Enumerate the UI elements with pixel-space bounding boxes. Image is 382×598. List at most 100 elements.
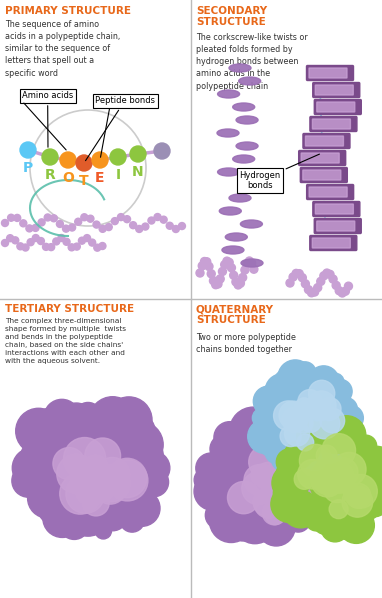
Circle shape — [57, 454, 96, 493]
Circle shape — [311, 288, 319, 296]
Circle shape — [338, 507, 374, 544]
Circle shape — [6, 234, 14, 242]
Circle shape — [329, 420, 361, 452]
Circle shape — [309, 373, 320, 384]
Circle shape — [227, 481, 260, 514]
Circle shape — [308, 366, 339, 396]
Circle shape — [323, 462, 354, 493]
Ellipse shape — [239, 181, 261, 189]
Circle shape — [248, 420, 282, 453]
Circle shape — [32, 224, 39, 231]
FancyBboxPatch shape — [306, 66, 353, 81]
FancyBboxPatch shape — [309, 68, 347, 78]
Circle shape — [294, 482, 336, 524]
Ellipse shape — [213, 430, 317, 530]
Circle shape — [307, 391, 336, 420]
Circle shape — [117, 213, 125, 221]
Circle shape — [334, 398, 358, 421]
Text: The corkscrew-like twists or
pleated folds formed by
hydrogen bonds between
amin: The corkscrew-like twists or pleated fol… — [196, 33, 308, 91]
FancyBboxPatch shape — [313, 202, 360, 216]
Circle shape — [274, 481, 312, 519]
Circle shape — [330, 459, 358, 486]
Circle shape — [98, 501, 128, 531]
Circle shape — [313, 458, 344, 489]
Circle shape — [265, 374, 299, 408]
Circle shape — [94, 472, 126, 504]
Circle shape — [85, 438, 121, 474]
Text: I: I — [115, 168, 121, 182]
Circle shape — [106, 397, 152, 443]
Circle shape — [285, 443, 308, 466]
Circle shape — [285, 433, 321, 469]
Circle shape — [16, 408, 62, 454]
Circle shape — [28, 478, 68, 518]
Circle shape — [332, 453, 366, 486]
Circle shape — [367, 460, 382, 486]
Circle shape — [304, 286, 312, 294]
Circle shape — [198, 262, 206, 270]
Circle shape — [313, 431, 345, 463]
Circle shape — [298, 459, 327, 489]
Ellipse shape — [222, 246, 244, 254]
Circle shape — [107, 460, 148, 501]
Circle shape — [343, 474, 377, 508]
Circle shape — [17, 243, 24, 250]
Circle shape — [42, 149, 58, 165]
Circle shape — [20, 220, 27, 227]
Circle shape — [93, 221, 100, 228]
Ellipse shape — [26, 410, 150, 526]
Circle shape — [259, 402, 272, 416]
Circle shape — [299, 444, 332, 477]
Circle shape — [172, 225, 179, 233]
Circle shape — [243, 260, 251, 268]
Circle shape — [326, 270, 334, 278]
Circle shape — [206, 501, 233, 529]
Circle shape — [232, 278, 240, 286]
Circle shape — [297, 434, 314, 451]
Circle shape — [350, 502, 369, 522]
Ellipse shape — [217, 129, 239, 137]
Circle shape — [44, 214, 51, 221]
Text: R: R — [45, 168, 55, 182]
Circle shape — [268, 422, 286, 440]
Circle shape — [308, 289, 316, 297]
Circle shape — [2, 219, 8, 227]
Circle shape — [154, 143, 170, 159]
Ellipse shape — [229, 64, 251, 72]
Circle shape — [298, 274, 306, 282]
Circle shape — [209, 449, 228, 468]
Circle shape — [242, 472, 275, 505]
Circle shape — [258, 429, 286, 457]
Circle shape — [194, 468, 218, 492]
Circle shape — [81, 213, 88, 221]
Circle shape — [227, 264, 235, 272]
Circle shape — [110, 149, 126, 165]
Circle shape — [368, 480, 382, 506]
Circle shape — [30, 435, 55, 460]
Circle shape — [78, 237, 86, 244]
Circle shape — [136, 225, 143, 233]
Circle shape — [20, 142, 36, 158]
Circle shape — [234, 502, 276, 544]
Circle shape — [320, 271, 328, 280]
Circle shape — [63, 225, 70, 232]
FancyBboxPatch shape — [307, 185, 354, 200]
Circle shape — [342, 487, 373, 517]
Circle shape — [96, 466, 120, 490]
Circle shape — [44, 399, 80, 435]
Circle shape — [139, 468, 168, 497]
Circle shape — [306, 509, 327, 531]
Circle shape — [205, 263, 213, 270]
Circle shape — [223, 257, 231, 265]
Circle shape — [255, 462, 282, 490]
Circle shape — [32, 234, 39, 242]
Circle shape — [272, 465, 309, 502]
Circle shape — [66, 475, 105, 513]
Circle shape — [316, 445, 337, 466]
Circle shape — [63, 438, 106, 480]
Circle shape — [253, 489, 280, 516]
Circle shape — [289, 273, 297, 281]
Circle shape — [332, 282, 340, 289]
Circle shape — [84, 468, 117, 501]
Circle shape — [338, 289, 346, 297]
